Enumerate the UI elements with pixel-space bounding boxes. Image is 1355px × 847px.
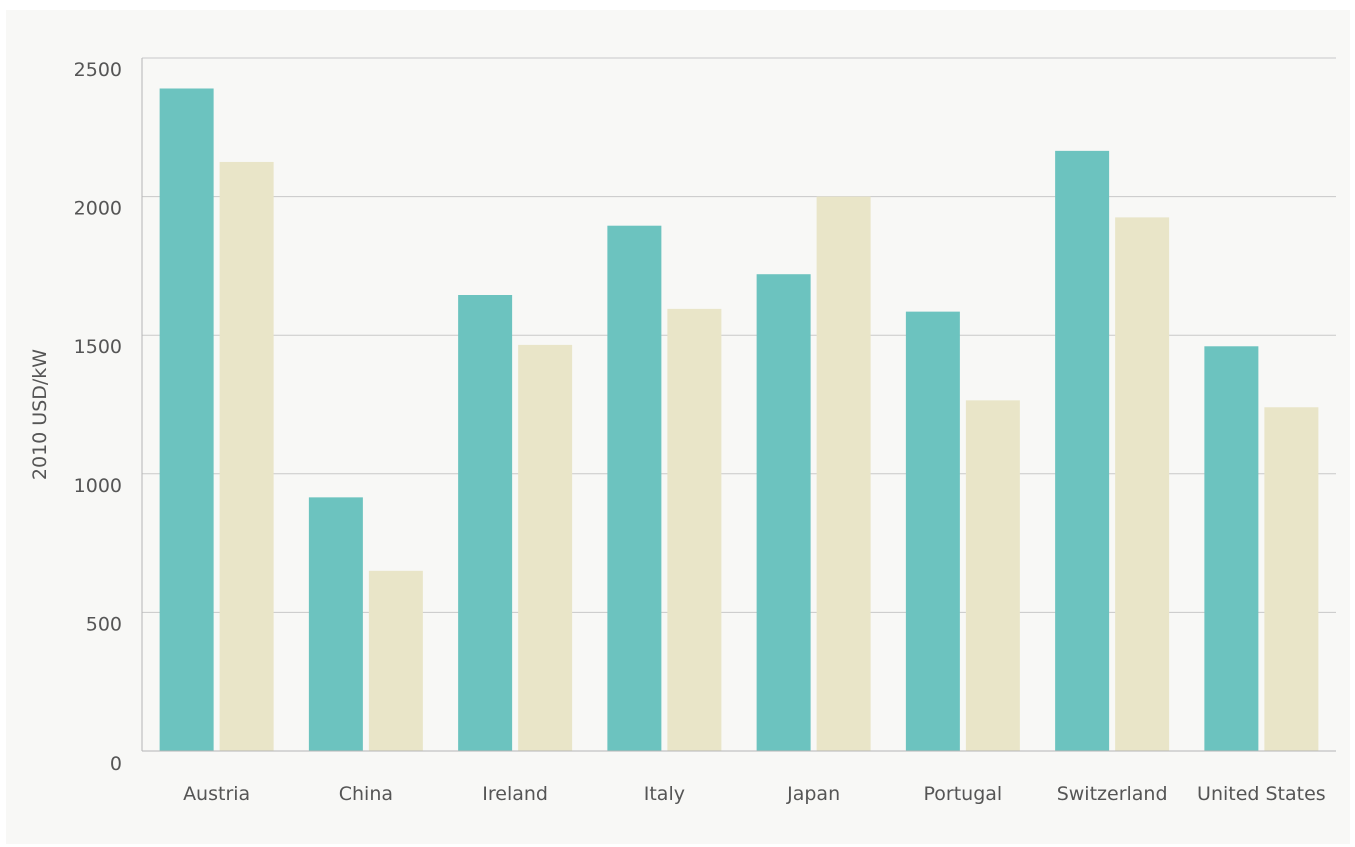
bar-italy-series-1 bbox=[607, 225, 662, 751]
bar-austria-series-2 bbox=[219, 161, 274, 751]
bar-united-states-series-1 bbox=[1204, 346, 1259, 751]
bar-japan-series-1 bbox=[756, 274, 811, 751]
bar-ireland-series-1 bbox=[458, 295, 513, 751]
x-tick-label: Austria bbox=[183, 783, 250, 805]
bar-switzerland-series-1 bbox=[1055, 150, 1110, 751]
x-tick-label: Switzerland bbox=[1057, 783, 1168, 805]
bars bbox=[159, 88, 1319, 752]
bar-ireland-series-2 bbox=[518, 344, 573, 751]
chart-panel: 0 500 1000 1500 2000 2500 Austria China Ireland… bbox=[6, 10, 1350, 844]
bar-united-states-series-2 bbox=[1264, 407, 1319, 751]
x-tick-label: Japan bbox=[786, 783, 840, 805]
x-tick-label: Italy bbox=[644, 783, 685, 805]
bar-china-series-2 bbox=[368, 570, 423, 751]
y-tick-label: 1500 bbox=[74, 336, 122, 358]
bar-austria-series-1 bbox=[159, 88, 214, 751]
x-tick-label: United States bbox=[1197, 783, 1326, 805]
bar-china-series-1 bbox=[308, 497, 363, 751]
axes bbox=[141, 58, 1336, 752]
y-tick-label: 2500 bbox=[74, 59, 122, 81]
y-axis-title: 2010 USD/kW bbox=[29, 349, 51, 480]
y-tick-labels: 0 500 1000 1500 2000 2500 bbox=[74, 59, 122, 775]
bar-portugal-series-2 bbox=[965, 400, 1020, 751]
bar-italy-series-2 bbox=[667, 308, 722, 751]
bar-switzerland-series-2 bbox=[1115, 217, 1170, 751]
y-tick-label: 2000 bbox=[74, 198, 122, 220]
bar-japan-series-2 bbox=[816, 196, 871, 752]
bar-chart: 0 500 1000 1500 2000 2500 Austria China Ireland… bbox=[29, 57, 1336, 805]
y-tick-label: 1000 bbox=[74, 475, 122, 497]
bar-portugal-series-1 bbox=[905, 311, 960, 751]
y-tick-label: 0 bbox=[110, 753, 122, 775]
x-tick-label: China bbox=[339, 783, 393, 805]
x-tick-label: Portugal bbox=[924, 783, 1003, 805]
x-tick-label: Ireland bbox=[482, 783, 548, 805]
x-tick-labels: Austria China Ireland Italy Japan Portugal Swi… bbox=[183, 783, 1326, 805]
y-tick-label: 500 bbox=[86, 613, 122, 635]
